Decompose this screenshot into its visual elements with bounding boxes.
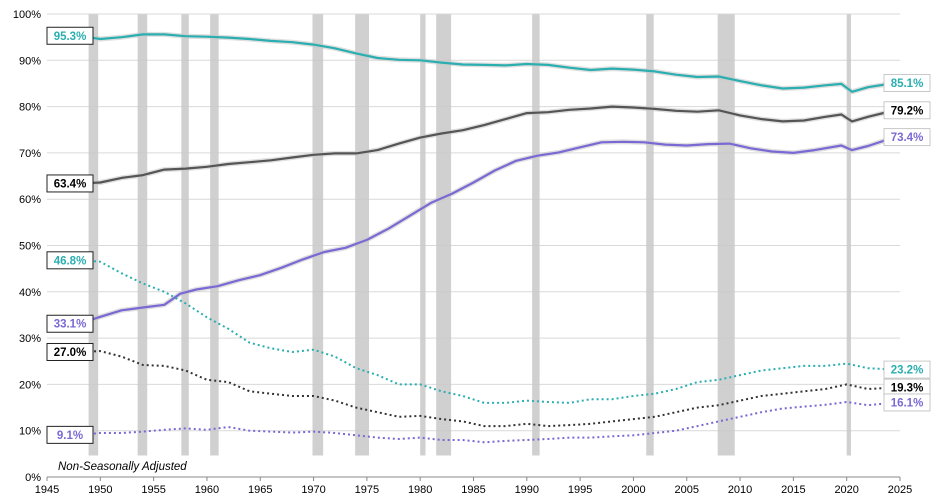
series-lines bbox=[78, 31, 896, 444]
x-tick-label: 1970 bbox=[301, 484, 325, 496]
x-tick-label: 1965 bbox=[248, 484, 272, 496]
x-tick-label: 2005 bbox=[675, 484, 699, 496]
y-tick-label: 80% bbox=[19, 102, 41, 114]
y-tick-label: 90% bbox=[19, 55, 41, 67]
recession-band bbox=[210, 14, 219, 456]
recession-band bbox=[181, 14, 189, 456]
y-tick-label: 20% bbox=[19, 379, 41, 391]
x-tick-label: 2015 bbox=[781, 484, 805, 496]
series-line-3 bbox=[78, 136, 896, 325]
series-line-4 bbox=[78, 259, 895, 404]
end-label-box bbox=[883, 101, 931, 120]
end-label-box bbox=[883, 128, 931, 147]
gridlines bbox=[47, 13, 900, 432]
x-tick-label: 1985 bbox=[461, 484, 485, 496]
start-value-label: 46.8% bbox=[54, 255, 87, 267]
end-label-box bbox=[883, 74, 931, 92]
start-value-label: 63.4% bbox=[54, 178, 87, 190]
y-tick-label: 70% bbox=[19, 148, 41, 160]
x-tick-label: 1960 bbox=[195, 484, 219, 496]
x-tick-label: 2010 bbox=[728, 484, 752, 496]
start-label-box bbox=[46, 342, 94, 361]
end-value-label: 23.2% bbox=[891, 365, 924, 377]
x-tick-label: 1950 bbox=[88, 484, 112, 496]
x-tick-label: 2025 bbox=[888, 484, 912, 496]
series-line-shadow bbox=[78, 31, 896, 95]
series-line-5 bbox=[78, 350, 895, 428]
end-value-label: 16.1% bbox=[891, 397, 924, 409]
y-tick-label: 100% bbox=[13, 9, 41, 21]
series-line-6 bbox=[78, 401, 895, 444]
end-label-box bbox=[883, 393, 931, 412]
recession-band bbox=[312, 14, 324, 456]
recession-band bbox=[355, 14, 370, 456]
start-label-box bbox=[46, 314, 94, 333]
x-tick-label: 1980 bbox=[408, 484, 432, 496]
recession-band bbox=[436, 14, 452, 456]
series-line-1 bbox=[78, 33, 895, 93]
end-value-label: 73.4% bbox=[891, 132, 924, 144]
start-label-box bbox=[46, 26, 94, 45]
y-tick-label: 50% bbox=[19, 241, 41, 253]
x-tick-label: 2000 bbox=[621, 484, 645, 496]
recession-band bbox=[846, 14, 851, 456]
y-tick-label: 0% bbox=[25, 472, 41, 484]
y-tick-label: 10% bbox=[19, 426, 41, 438]
chart-note: Non-Seasonally Adjusted bbox=[58, 461, 187, 473]
recession-band bbox=[137, 14, 148, 456]
recession-bands bbox=[88, 14, 851, 456]
start-label-box bbox=[46, 174, 94, 193]
x-tick-label: 1995 bbox=[568, 484, 592, 496]
recession-band bbox=[420, 14, 426, 456]
value-labels: 95.3% 85.1% 63.4% 79.2% 33.1% 73.4% 46.8% 23.2%… bbox=[46, 26, 931, 444]
series-line-2 bbox=[78, 105, 895, 185]
series-line-shadow bbox=[78, 104, 896, 186]
start-label-box bbox=[46, 251, 94, 270]
recession-band bbox=[646, 14, 654, 456]
x-tick-label: 1990 bbox=[515, 484, 539, 496]
end-label-box bbox=[883, 360, 931, 379]
x-tick-label: 1955 bbox=[141, 484, 165, 496]
recession-band bbox=[717, 14, 735, 456]
x-tick-label: 1975 bbox=[355, 484, 379, 496]
x-tick-label: 1945 bbox=[35, 484, 59, 496]
start-value-label: 9.1% bbox=[57, 430, 83, 442]
x-tick-label: 2020 bbox=[834, 484, 858, 496]
recession-band bbox=[88, 14, 99, 456]
end-value-label: 79.2% bbox=[891, 105, 924, 117]
start-value-label: 95.3% bbox=[54, 31, 87, 43]
start-value-label: 27.0% bbox=[54, 347, 87, 359]
y-tick-label: 60% bbox=[19, 194, 41, 206]
end-value-label: 85.1% bbox=[891, 78, 924, 90]
start-label-box bbox=[46, 425, 94, 444]
y-tick-label: 30% bbox=[19, 333, 41, 345]
recession-band bbox=[532, 14, 540, 456]
y-tick-label: 40% bbox=[19, 287, 41, 299]
start-value-label: 33.1% bbox=[54, 319, 87, 331]
end-value-label: 19.3% bbox=[891, 383, 924, 395]
axes: 0% 10% 20% 30% 40% 50% 60% 70% 80% 90% 100% 1945 195… bbox=[13, 9, 912, 496]
